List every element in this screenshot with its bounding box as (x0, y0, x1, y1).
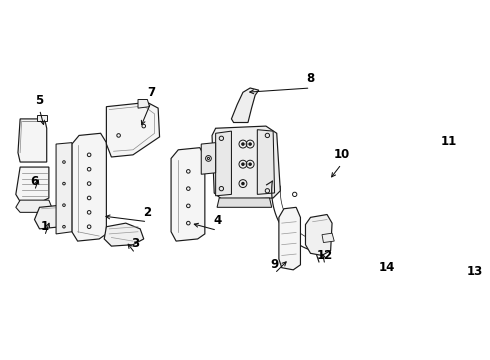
Polygon shape (483, 234, 490, 281)
Polygon shape (322, 233, 334, 243)
Polygon shape (201, 143, 216, 174)
Polygon shape (72, 133, 106, 241)
Circle shape (242, 183, 244, 185)
Polygon shape (56, 143, 72, 234)
Circle shape (249, 163, 251, 165)
Polygon shape (217, 198, 271, 207)
Polygon shape (408, 155, 474, 238)
Text: 14: 14 (378, 261, 395, 274)
Text: 12: 12 (317, 249, 333, 262)
Polygon shape (305, 215, 332, 256)
Circle shape (242, 163, 244, 165)
Polygon shape (473, 173, 490, 227)
Text: 7: 7 (147, 86, 155, 99)
Text: 5: 5 (35, 94, 44, 107)
Polygon shape (16, 200, 52, 212)
Text: 2: 2 (143, 206, 151, 219)
Polygon shape (231, 88, 259, 122)
Polygon shape (138, 99, 149, 108)
Text: 11: 11 (441, 135, 457, 148)
Text: 4: 4 (213, 215, 221, 228)
Polygon shape (388, 235, 404, 245)
Polygon shape (257, 130, 274, 194)
Text: 8: 8 (306, 72, 315, 85)
Polygon shape (34, 205, 68, 229)
Polygon shape (16, 167, 49, 202)
Circle shape (242, 143, 244, 145)
Polygon shape (18, 119, 47, 162)
Polygon shape (279, 207, 300, 270)
Text: 3: 3 (131, 238, 139, 251)
Text: 9: 9 (270, 257, 279, 271)
Text: 10: 10 (333, 148, 349, 161)
Polygon shape (212, 126, 280, 200)
Polygon shape (104, 223, 144, 246)
Polygon shape (171, 148, 205, 241)
Polygon shape (37, 115, 47, 121)
Polygon shape (106, 102, 160, 157)
Text: 1: 1 (41, 220, 49, 233)
Circle shape (249, 143, 251, 145)
Text: 6: 6 (30, 175, 39, 188)
Polygon shape (216, 131, 231, 196)
Text: 13: 13 (466, 265, 483, 278)
Polygon shape (361, 241, 406, 266)
